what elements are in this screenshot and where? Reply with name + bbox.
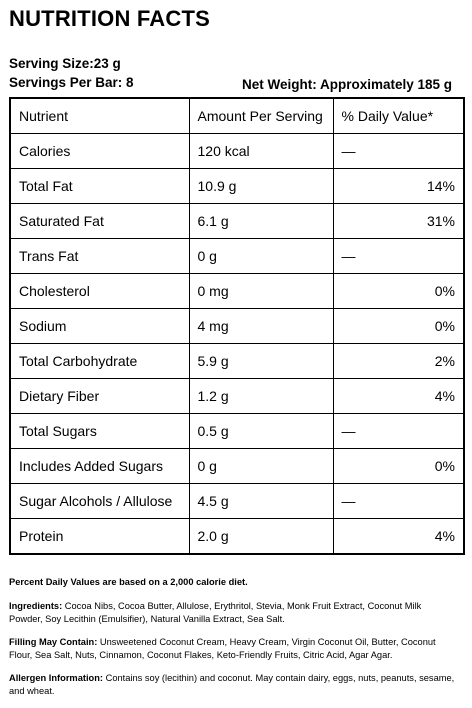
daily-value-cell: — [332,483,465,519]
header-daily-value: % Daily Value* [332,97,465,134]
nutrient-cell: Total Carbohydrate [9,343,190,379]
ingredients-text: Cocoa Nibs, Cocoa Butter, Allulose, Eryt… [9,601,422,624]
nutrient-cell: Total Sugars [9,413,190,449]
table-row: Sodium 4 mg 0% [9,308,465,344]
filling-text: Unsweetened Coconut Cream, Heavy Cream, … [9,637,436,660]
daily-value-cell: 0% [332,273,465,309]
table-row: Total Fat 10.9 g 14% [9,168,465,204]
daily-value-cell: 31% [332,203,465,239]
table-row: Cholesterol 0 mg 0% [9,273,465,309]
amount-cell: 10.9 g [188,168,334,204]
ingredients-note: Ingredients: Cocoa Nibs, Cocoa Butter, A… [9,600,455,625]
table-row: Includes Added Sugars 0 g 0% [9,448,465,484]
nutrient-cell: Sodium [9,308,190,344]
nutrient-cell: Dietary Fiber [9,378,190,414]
allergen-label: Allergen Information: [9,673,104,683]
nutrient-cell: Includes Added Sugars [9,448,190,484]
daily-value-cell: 2% [332,343,465,379]
daily-value-cell: 0% [332,448,465,484]
table-row: Saturated Fat 6.1 g 31% [9,203,465,239]
daily-value-cell: — [332,413,465,449]
nutrient-cell: Protein [9,518,190,555]
table-row: Total Carbohydrate 5.9 g 2% [9,343,465,379]
allergen-text: Contains soy (lecithin) and coconut. May… [9,673,455,696]
ingredients-label: Ingredients: [9,601,63,611]
table-row: Dietary Fiber 1.2 g 4% [9,378,465,414]
allergen-note: Allergen Information: Contains soy (leci… [9,672,455,697]
nutrient-cell: Cholesterol [9,273,190,309]
amount-cell: 4 mg [188,308,334,344]
daily-value-note: Percent Daily Values are based on a 2,00… [9,577,248,587]
amount-cell: 4.5 g [188,483,334,519]
amount-cell: 0 g [188,448,334,484]
daily-value-cell: — [332,133,465,169]
table-row: Sugar Alcohols / Allulose 4.5 g — [9,483,465,519]
amount-cell: 0.5 g [188,413,334,449]
amount-cell: 0 g [188,238,334,274]
amount-cell: 1.2 g [188,378,334,414]
header-amount: Amount Per Serving [188,97,334,134]
daily-value-cell: 4% [332,518,465,555]
amount-cell: 5.9 g [188,343,334,379]
table-row: Protein 2.0 g 4% [9,518,465,555]
table-row: Trans Fat 0 g — [9,238,465,274]
nutrient-cell: Saturated Fat [9,203,190,239]
daily-value-cell: — [332,238,465,274]
daily-value-cell: 0% [332,308,465,344]
nutrient-cell: Calories [9,133,190,169]
amount-cell: 6.1 g [188,203,334,239]
serving-size: Serving Size:23 g [9,56,121,71]
net-weight: Net Weight: Approximately 185 g [241,77,452,92]
table-row: Total Sugars 0.5 g — [9,413,465,449]
daily-value-cell: 4% [332,378,465,414]
filling-label: Filling May Contain: [9,637,98,647]
table-header-row: Nutrient Amount Per Serving % Daily Valu… [9,97,465,134]
amount-cell: 120 kcal [188,133,334,169]
page-title: NUTRITION FACTS [9,6,210,31]
amount-cell: 2.0 g [188,518,334,555]
amount-cell: 0 mg [188,273,334,309]
nutrient-cell: Sugar Alcohols / Allulose [9,483,190,519]
nutrient-cell: Trans Fat [9,238,190,274]
daily-value-cell: 14% [332,168,465,204]
servings-per-bar: Servings Per Bar: 8 [9,75,134,90]
nutrition-table: Nutrient Amount Per Serving % Daily Valu… [9,97,465,555]
nutrient-cell: Total Fat [9,168,190,204]
filling-note: Filling May Contain: Unsweetened Coconut… [9,636,455,661]
header-nutrient: Nutrient [9,97,190,134]
table-row: Calories 120 kcal — [9,133,465,169]
